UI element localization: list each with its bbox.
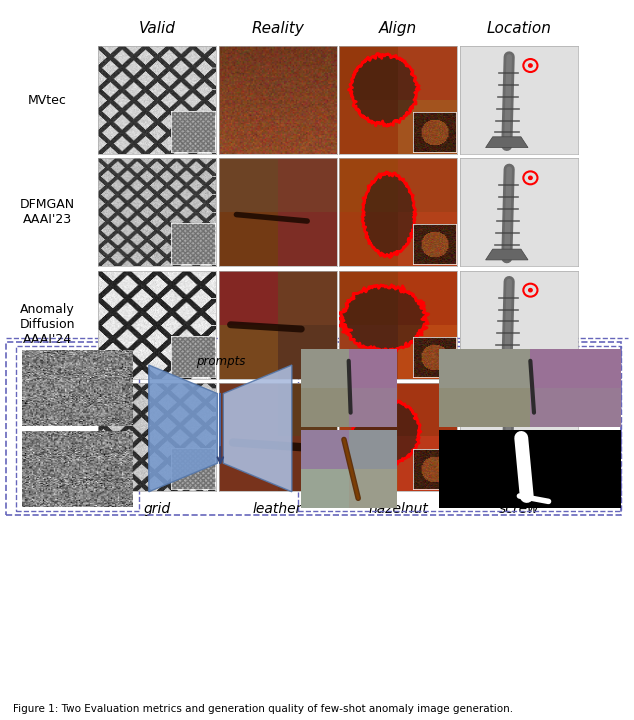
Circle shape xyxy=(529,401,532,404)
Text: DFMGAN
AAAI'23: DFMGAN AAAI'23 xyxy=(20,199,75,226)
Text: Figure 1: Two Evaluation metrics and generation quality of few-shot anomaly imag: Figure 1: Two Evaluation metrics and gen… xyxy=(13,704,513,714)
Bar xyxy=(6,342,621,515)
Text: grid: grid xyxy=(144,502,171,516)
Text: hazelnut: hazelnut xyxy=(368,502,428,516)
Polygon shape xyxy=(486,137,528,148)
Bar xyxy=(298,346,621,511)
Text: leather: leather xyxy=(253,502,302,516)
Circle shape xyxy=(529,176,532,179)
Text: Reality: Reality xyxy=(251,21,304,36)
Circle shape xyxy=(529,289,532,292)
Polygon shape xyxy=(352,398,420,465)
Text: MVtec: MVtec xyxy=(28,94,67,107)
Polygon shape xyxy=(486,249,528,260)
Polygon shape xyxy=(149,365,217,492)
Bar xyxy=(16,346,139,511)
Polygon shape xyxy=(349,53,419,126)
Text: Ours: Ours xyxy=(33,431,62,444)
Polygon shape xyxy=(339,284,429,353)
Text: Location: Location xyxy=(486,21,551,36)
Text: Anomaly
Diffusion
AAAI'24: Anomaly Diffusion AAAI'24 xyxy=(20,303,75,346)
Polygon shape xyxy=(486,361,528,372)
Text: prompts: prompts xyxy=(196,355,245,368)
Polygon shape xyxy=(362,172,416,258)
Text: Align: Align xyxy=(379,21,417,36)
Text: screw: screw xyxy=(498,502,539,516)
Polygon shape xyxy=(486,474,528,485)
Circle shape xyxy=(529,64,532,67)
Polygon shape xyxy=(223,365,292,492)
Text: Valid: Valid xyxy=(139,21,176,36)
